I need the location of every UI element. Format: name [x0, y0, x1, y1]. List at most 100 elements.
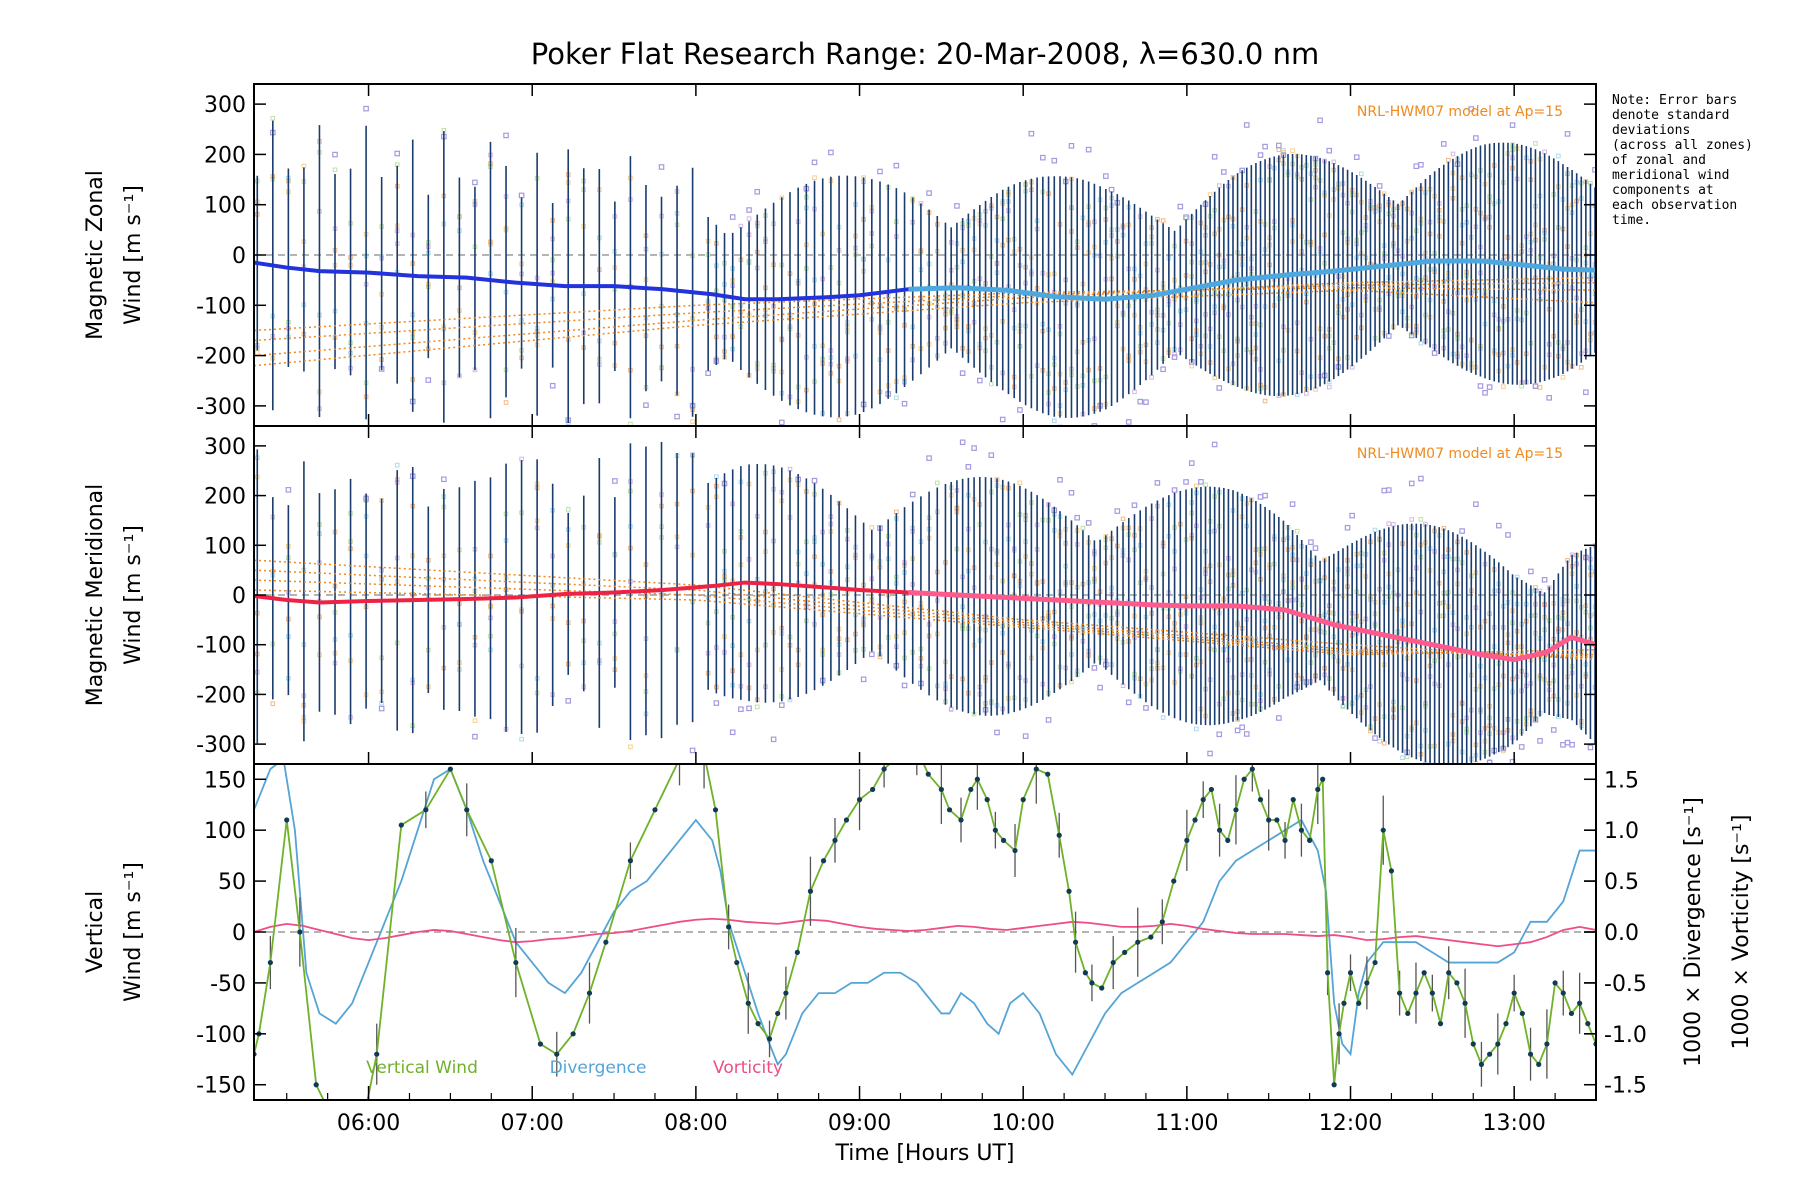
- vertical-wind-point: [1274, 817, 1280, 823]
- vertical-wind-point: [1171, 878, 1177, 884]
- outlier-point: [1473, 135, 1479, 141]
- x-tick-label: 08:00: [664, 1111, 727, 1136]
- zone-point: [1409, 517, 1415, 522]
- outlier-point: [1546, 395, 1552, 401]
- mean-wind-line-late: [908, 590, 1596, 663]
- zone-point: [628, 744, 633, 750]
- vertical-wind-point: [775, 1010, 781, 1017]
- vertical-wind-point: [783, 990, 789, 996]
- zone-point: [1281, 149, 1286, 155]
- outlier-point: [1262, 143, 1268, 150]
- outlier-point: [860, 676, 867, 683]
- vertical-wind-points: [254, 746, 1596, 1088]
- outlier-point: [746, 705, 752, 712]
- outlier-point: [1312, 545, 1319, 551]
- x-tick-label: 09:00: [828, 1111, 891, 1136]
- vertical-wind-point: [1216, 827, 1223, 833]
- outlier-point: [811, 477, 818, 484]
- zone-point: [1381, 740, 1387, 746]
- zone-point: [270, 701, 276, 706]
- model-curve: [254, 286, 1596, 332]
- model-curve: [254, 281, 1596, 342]
- outlier-point: [1505, 532, 1511, 538]
- vertical-wind-point: [1200, 797, 1206, 803]
- outlier-point: [1239, 724, 1245, 731]
- outlier-point: [1131, 502, 1138, 509]
- outlier-point: [1183, 214, 1189, 221]
- outlier-point: [643, 402, 649, 409]
- zone-points: [254, 105, 1596, 437]
- vertical-wind-point: [1208, 786, 1215, 793]
- vertical-wind-point: [1487, 1051, 1493, 1057]
- meridional-wind-panel: NRL-HWM07 model at Ap=15 Magnetic Meridio…: [83, 425, 1597, 800]
- vertical-wind-point: [1437, 1021, 1444, 1027]
- outlier-point: [1028, 130, 1035, 137]
- vertical-wind-point: [1066, 888, 1072, 894]
- vertical-wind-point: [1519, 1010, 1525, 1017]
- zone-point: [1304, 391, 1309, 396]
- outlier-point: [1114, 508, 1121, 514]
- vertical-wind-point: [881, 766, 887, 772]
- outlier-point: [1495, 522, 1502, 529]
- outlier-point: [1188, 460, 1195, 466]
- plot-area: [254, 746, 1596, 1100]
- vertical-wind-point: [1405, 1010, 1411, 1017]
- model-curve: [254, 559, 1596, 661]
- vertical-wind-point: [652, 807, 658, 813]
- outlier-point: [705, 370, 711, 377]
- outlier-point: [1376, 183, 1383, 189]
- vertical-wind-point: [374, 1051, 380, 1057]
- outlier-point: [1564, 739, 1571, 746]
- y-tick-label: 300: [204, 435, 246, 460]
- y-tick-label: -100: [196, 294, 246, 319]
- vertical-wind-point: [1020, 797, 1026, 803]
- zone-point: [746, 216, 752, 221]
- zone-point: [1160, 715, 1166, 720]
- vertical-wind-point: [734, 959, 740, 966]
- y-axis-label-line2: Wind [m s⁻¹]: [121, 525, 146, 665]
- outlier-point: [1564, 131, 1571, 137]
- vertical-wind-point: [1413, 990, 1419, 996]
- y2-tick-label: -1.5: [1604, 1074, 1647, 1099]
- vertical-wind-point: [1495, 1041, 1501, 1047]
- vertical-wind-point: [701, 751, 706, 756]
- outlier-point: [1446, 796, 1450, 800]
- outlier-point: [1537, 738, 1543, 744]
- vertical-wind-point: [807, 888, 814, 894]
- outlier-point: [1023, 433, 1027, 437]
- y-axis-label-line1: Magnetic Meridional: [83, 484, 108, 706]
- vertical-wind-point: [1429, 990, 1435, 996]
- zone-point: [1359, 171, 1364, 177]
- outlier-point: [1465, 777, 1469, 781]
- vertical-wind-point: [1380, 827, 1386, 833]
- outlier-point: [1085, 520, 1092, 526]
- model-label: NRL-HWM07 model at Ap=15: [1357, 446, 1563, 462]
- outlier-point: [1344, 524, 1351, 531]
- vertical-wind-point: [1298, 827, 1305, 833]
- vertical-wind-point: [1397, 990, 1403, 996]
- zone-point: [1194, 483, 1199, 489]
- zone-point: [1533, 383, 1538, 389]
- outlier-point: [1386, 333, 1392, 339]
- outlier-point: [285, 487, 292, 493]
- outlier-point: [738, 706, 744, 713]
- outlier-point: [877, 168, 883, 175]
- y-tick-label: 300: [204, 93, 246, 118]
- vertical-wind-point: [925, 771, 931, 777]
- vertical-wind-point: [1347, 970, 1354, 976]
- x-tick-label: 07:00: [501, 1111, 564, 1136]
- model-curve: [254, 289, 1596, 367]
- note-line: of zonal and: [1612, 153, 1706, 168]
- outlier-point: [713, 700, 720, 706]
- vertical-wind-point: [914, 746, 919, 751]
- zone-point: [1051, 418, 1057, 424]
- outlier-point: [1243, 731, 1250, 737]
- outlier-point: [1349, 512, 1355, 519]
- outlier-point: [1085, 146, 1092, 153]
- outlier-point: [959, 370, 966, 376]
- zone-point: [519, 736, 524, 742]
- outlier-point: [1091, 665, 1098, 671]
- zone-point: [1189, 363, 1195, 369]
- vertical-wind-point: [1306, 837, 1313, 843]
